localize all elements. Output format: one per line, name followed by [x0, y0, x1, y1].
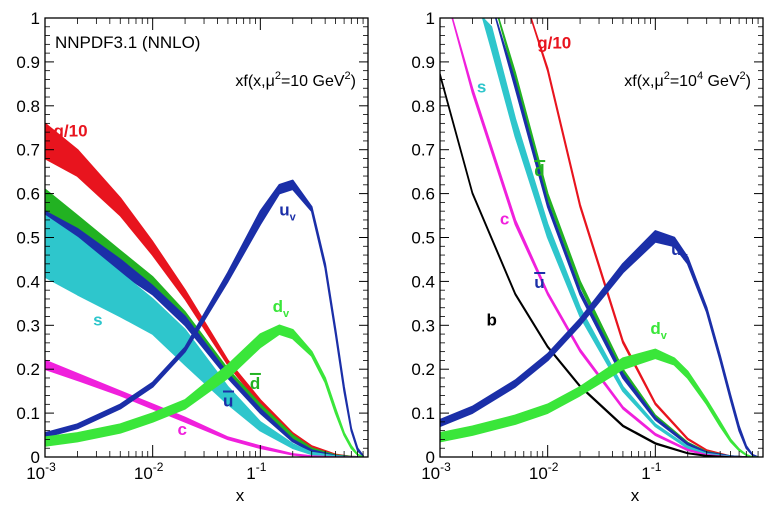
- y-tick-label: 0: [426, 448, 435, 467]
- series-label-g-10: g/10: [54, 122, 88, 141]
- x-axis-label: x: [631, 486, 640, 505]
- series-band-b: [440, 73, 759, 457]
- y-tick-label: 1: [426, 9, 435, 28]
- series-band-d-bar: [497, 18, 759, 457]
- y-tick-label: 0.8: [16, 97, 40, 116]
- x-tick-label: 1-1: [641, 460, 661, 483]
- scale-annotation: xf(x,μ2=104 GeV2): [624, 70, 751, 90]
- x-tick-label: 10-3: [26, 460, 56, 483]
- series-label-c: c: [500, 209, 509, 228]
- x-tick-label: 10-2: [134, 460, 164, 483]
- y-tick-label: 0.7: [411, 141, 435, 160]
- y-tick-label: 1: [31, 9, 40, 28]
- series-band-s: [45, 214, 364, 457]
- y-tick-label: 0.2: [16, 360, 40, 379]
- y-tick-label: 0.9: [411, 53, 435, 72]
- series-label-d-bar: d: [250, 374, 260, 393]
- y-tick-label: 0.5: [411, 229, 435, 248]
- series-label-u-bar: u: [223, 392, 233, 411]
- series-label-s: s: [93, 310, 102, 329]
- y-tick-label: 0.1: [411, 404, 435, 423]
- x-tick-label: 10-3: [421, 460, 451, 483]
- series-label-u-v: uv: [279, 201, 296, 224]
- panel-left: 0 0.1 0.2 0.3 0.4 0.5 0.6 0.7 0.8 0.9 1 10-3 10-2 1-1…: [16, 9, 369, 505]
- series-band-s: [481, 18, 759, 457]
- series-group: [440, 18, 759, 457]
- y-tick-label: 0.3: [16, 316, 40, 335]
- y-tick-label: 0.6: [16, 185, 40, 204]
- series-band-g-10: [530, 18, 759, 457]
- series-label-d-v: dv: [273, 297, 290, 320]
- series-label-b: b: [486, 310, 496, 329]
- series-label-s: s: [477, 78, 486, 97]
- series-label-g-10: g/10: [537, 34, 571, 53]
- y-tick-label: 0.9: [16, 53, 40, 72]
- x-tick-label: 10-2: [529, 460, 559, 483]
- y-tick-label: 0.4: [411, 272, 435, 291]
- x-tick-label: 1-1: [246, 460, 266, 483]
- series-band-u-bar: [45, 210, 364, 457]
- series-label-d-v: dv: [650, 319, 667, 342]
- chart-title: NNPDF3.1 (NNLO): [55, 33, 200, 52]
- y-tick-label: 0.8: [411, 97, 435, 116]
- series-group: [45, 122, 364, 457]
- series-band-u-bar: [494, 18, 759, 457]
- series-band-d-v: [45, 324, 364, 457]
- series-band-c: [45, 359, 364, 457]
- series-label-c: c: [177, 420, 186, 439]
- series-band-d-v: [440, 348, 759, 457]
- series-label-u-bar: u: [534, 273, 544, 292]
- scale-annotation: xf(x,μ2=10 GeV2): [235, 70, 356, 90]
- series-band-u-v: [440, 230, 759, 457]
- y-tick-label: 0.4: [16, 272, 40, 291]
- y-tick-label: 0.3: [411, 316, 435, 335]
- y-tick-label: 0.5: [16, 229, 40, 248]
- y-tick-label: 0.1: [16, 404, 40, 423]
- y-tick-label: 0.2: [411, 360, 435, 379]
- series-label-u-v: uv: [671, 240, 688, 263]
- y-tick-label: 0: [31, 448, 40, 467]
- x-axis-label: x: [236, 486, 245, 505]
- y-tick-label: 0.7: [16, 141, 40, 160]
- panel-right: 0 0.1 0.2 0.3 0.4 0.5 0.6 0.7 0.8 0.9 1 10-3 10-2 1-1…: [411, 9, 764, 505]
- series-label-d-bar: d: [534, 161, 544, 180]
- y-tick-label: 0.6: [411, 185, 435, 204]
